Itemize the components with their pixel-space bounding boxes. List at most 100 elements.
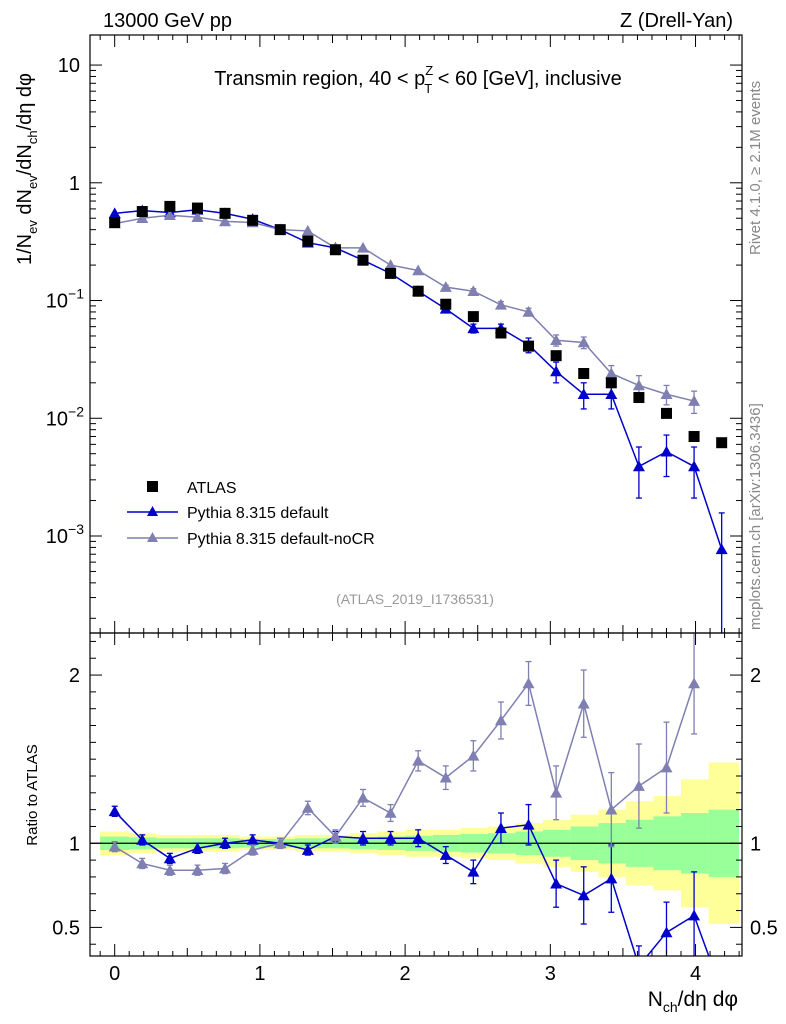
x-tick-label: 0 <box>109 963 120 985</box>
ratio-y-tick-label-left: 2 <box>69 665 80 687</box>
ratio-nocr-point <box>136 857 149 869</box>
ratio-nocr-point <box>522 677 535 689</box>
main-default-point <box>467 322 480 334</box>
ratio-nocr-point <box>494 714 507 726</box>
ratio-y-tick-label-right: 2 <box>750 665 761 687</box>
ratio-default-point <box>494 822 507 833</box>
main-nocr-point <box>136 212 149 224</box>
main-default-point <box>550 365 563 377</box>
main-default-point <box>688 460 701 472</box>
ratio-nocr-point <box>246 844 259 855</box>
ratio-default-point <box>660 926 673 938</box>
main-atlas-point <box>109 216 121 228</box>
main-nocr-point <box>191 211 204 223</box>
legend-nocr-marker <box>147 532 158 542</box>
ratio-y-tick-label-left: 0.5 <box>52 917 80 939</box>
rivet-version-label: Rivet 4.1.0, ≥ 2.1M events <box>747 81 764 255</box>
x-axis-label: Nch/dη dφ <box>648 988 738 1015</box>
main-atlas-point <box>550 350 562 362</box>
main-nocr-line <box>114 214 695 402</box>
main-nocr-point <box>550 334 563 346</box>
ratio-nocr-point <box>108 840 121 852</box>
ratio-default-point <box>191 842 204 854</box>
energy-label: 13000 GeV pp <box>103 10 232 32</box>
main-atlas-point <box>495 327 507 339</box>
ratio-panel: 0 1 2 3 4 0.5 0.5 1 1 2 2 Ratio to ATLAS Nch/dη dφ <box>24 632 778 1015</box>
ratio-nocr-point <box>163 864 176 876</box>
ratio-default-point <box>356 832 369 844</box>
main-nocr-point <box>605 367 618 379</box>
ratio-nocr-point <box>439 771 452 783</box>
main-default-point <box>715 543 728 555</box>
ratio-nocr-point <box>605 803 618 815</box>
ratio-nocr-point <box>467 749 480 761</box>
ratio-nocr-point <box>191 864 204 876</box>
ratio-nocr-point <box>550 786 563 798</box>
legend-atlas-label: ATLAS <box>187 480 237 497</box>
ratio-nocr-point <box>632 780 645 791</box>
main-atlas-point <box>578 367 590 379</box>
ratio-default-point <box>301 844 314 855</box>
main-atlas-point <box>302 235 314 247</box>
ratio-default-point <box>163 852 176 864</box>
main-nocr-point <box>301 224 314 236</box>
main-atlas-point <box>274 224 286 236</box>
ratio-default-point <box>550 877 563 889</box>
ratio-default-point <box>219 837 232 849</box>
main-y-tick-label: 10 <box>58 55 80 77</box>
ratio-y-axis-label: Ratio to ATLAS <box>24 744 41 845</box>
main-y-tick-label: 10−1 <box>46 286 84 313</box>
ratio-nocr-point <box>412 754 425 766</box>
ratio-nocr-point <box>301 801 314 813</box>
main-atlas-point <box>136 206 148 218</box>
ratio-nocr-point <box>660 761 673 773</box>
ratio-y-tick-label-right: 0.5 <box>750 917 778 939</box>
main-atlas-point <box>357 254 369 266</box>
main-nocr-point <box>660 388 673 400</box>
main-atlas-point <box>440 298 452 310</box>
main-atlas-point <box>385 267 397 279</box>
ratio-nocr-point <box>356 791 369 803</box>
main-default-point <box>660 445 673 457</box>
ratio-default-point <box>688 909 701 921</box>
main-y-axis-label: 1/Nev dNev/dNch/dη dφ <box>14 73 40 265</box>
ratio-nocr-point <box>384 807 397 818</box>
x-tick-label: 3 <box>545 963 556 985</box>
legend-default-marker <box>147 506 158 516</box>
main-atlas-point <box>329 244 341 256</box>
main-atlas-point <box>605 377 617 389</box>
ratio-nocr-point <box>219 862 232 874</box>
main-default-point <box>605 388 618 400</box>
main-atlas-point <box>467 311 479 323</box>
main-default-point <box>632 460 645 472</box>
main-default-line <box>114 209 723 550</box>
main-atlas-point <box>660 407 672 419</box>
main-nocr-point <box>439 281 452 292</box>
ratio-series-group <box>108 633 710 956</box>
main-nocr-point <box>688 395 701 406</box>
ratio-panel-frame <box>89 632 743 957</box>
main-nocr-point <box>384 259 397 270</box>
ratio-default-point <box>467 865 480 877</box>
ratio-default-point <box>605 872 618 884</box>
ratio-default-point <box>384 832 397 844</box>
main-y-tick-label: 1 <box>69 173 80 195</box>
main-atlas-point <box>191 202 203 214</box>
legend: ATLAS Pythia 8.315 default Pythia 8.315 … <box>127 480 375 548</box>
main-nocr-point <box>632 379 645 391</box>
main-panel: 10 1 10−1 10−2 10−3 Transmin region, 40 < pZ… <box>14 34 743 634</box>
process-label: Z (Drell-Yan) <box>620 10 733 32</box>
x-tick-label: 4 <box>690 963 701 985</box>
analysis-id-label: (ATLAS_2019_I1736531) <box>336 591 494 607</box>
main-nocr-point <box>522 305 535 317</box>
main-nocr-point <box>494 298 507 310</box>
main-nocr-point <box>577 336 590 348</box>
main-atlas-point <box>523 340 535 352</box>
main-nocr-point <box>163 209 176 221</box>
ratio-default-point <box>136 833 149 845</box>
ratio-y-tick-label-right: 1 <box>750 833 761 855</box>
legend-atlas-marker <box>147 481 158 492</box>
main-atlas-point <box>412 285 424 297</box>
main-nocr-point <box>356 241 369 253</box>
